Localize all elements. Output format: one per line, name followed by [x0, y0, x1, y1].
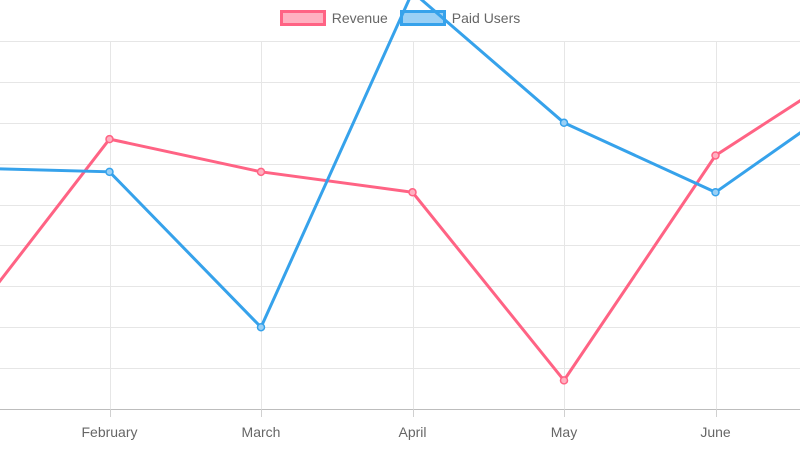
data-point-revenue: [105, 134, 114, 144]
data-point-paid-users: [559, 118, 569, 128]
data-point-revenue: [711, 151, 720, 160]
x-tick-label: May: [551, 424, 577, 440]
x-tick-label: February: [81, 424, 137, 440]
data-point-revenue: [559, 376, 569, 385]
legend-item-revenue[interactable]: Revenue: [279, 10, 388, 26]
x-tick-label: June: [700, 424, 731, 440]
series-line-paid-users: [0, 0, 800, 330]
series-line-revenue: [0, 98, 800, 383]
legend-label-paid-users: Paid Users: [451, 10, 521, 26]
legend-swatch-revenue: [279, 10, 326, 26]
legend-label-revenue: Revenue: [331, 10, 388, 26]
data-point-paid-users: [711, 188, 720, 197]
x-tick-label: March: [242, 424, 281, 440]
data-point-paid-users: [105, 167, 114, 177]
chart-legend: Revenue Paid Users: [0, 10, 800, 26]
data-point-revenue: [256, 167, 266, 177]
x-tick-label: April: [398, 424, 426, 440]
legend-item-paid-users[interactable]: Paid Users: [399, 10, 521, 26]
data-point-revenue: [408, 188, 417, 197]
data-point-paid-users: [256, 322, 266, 332]
